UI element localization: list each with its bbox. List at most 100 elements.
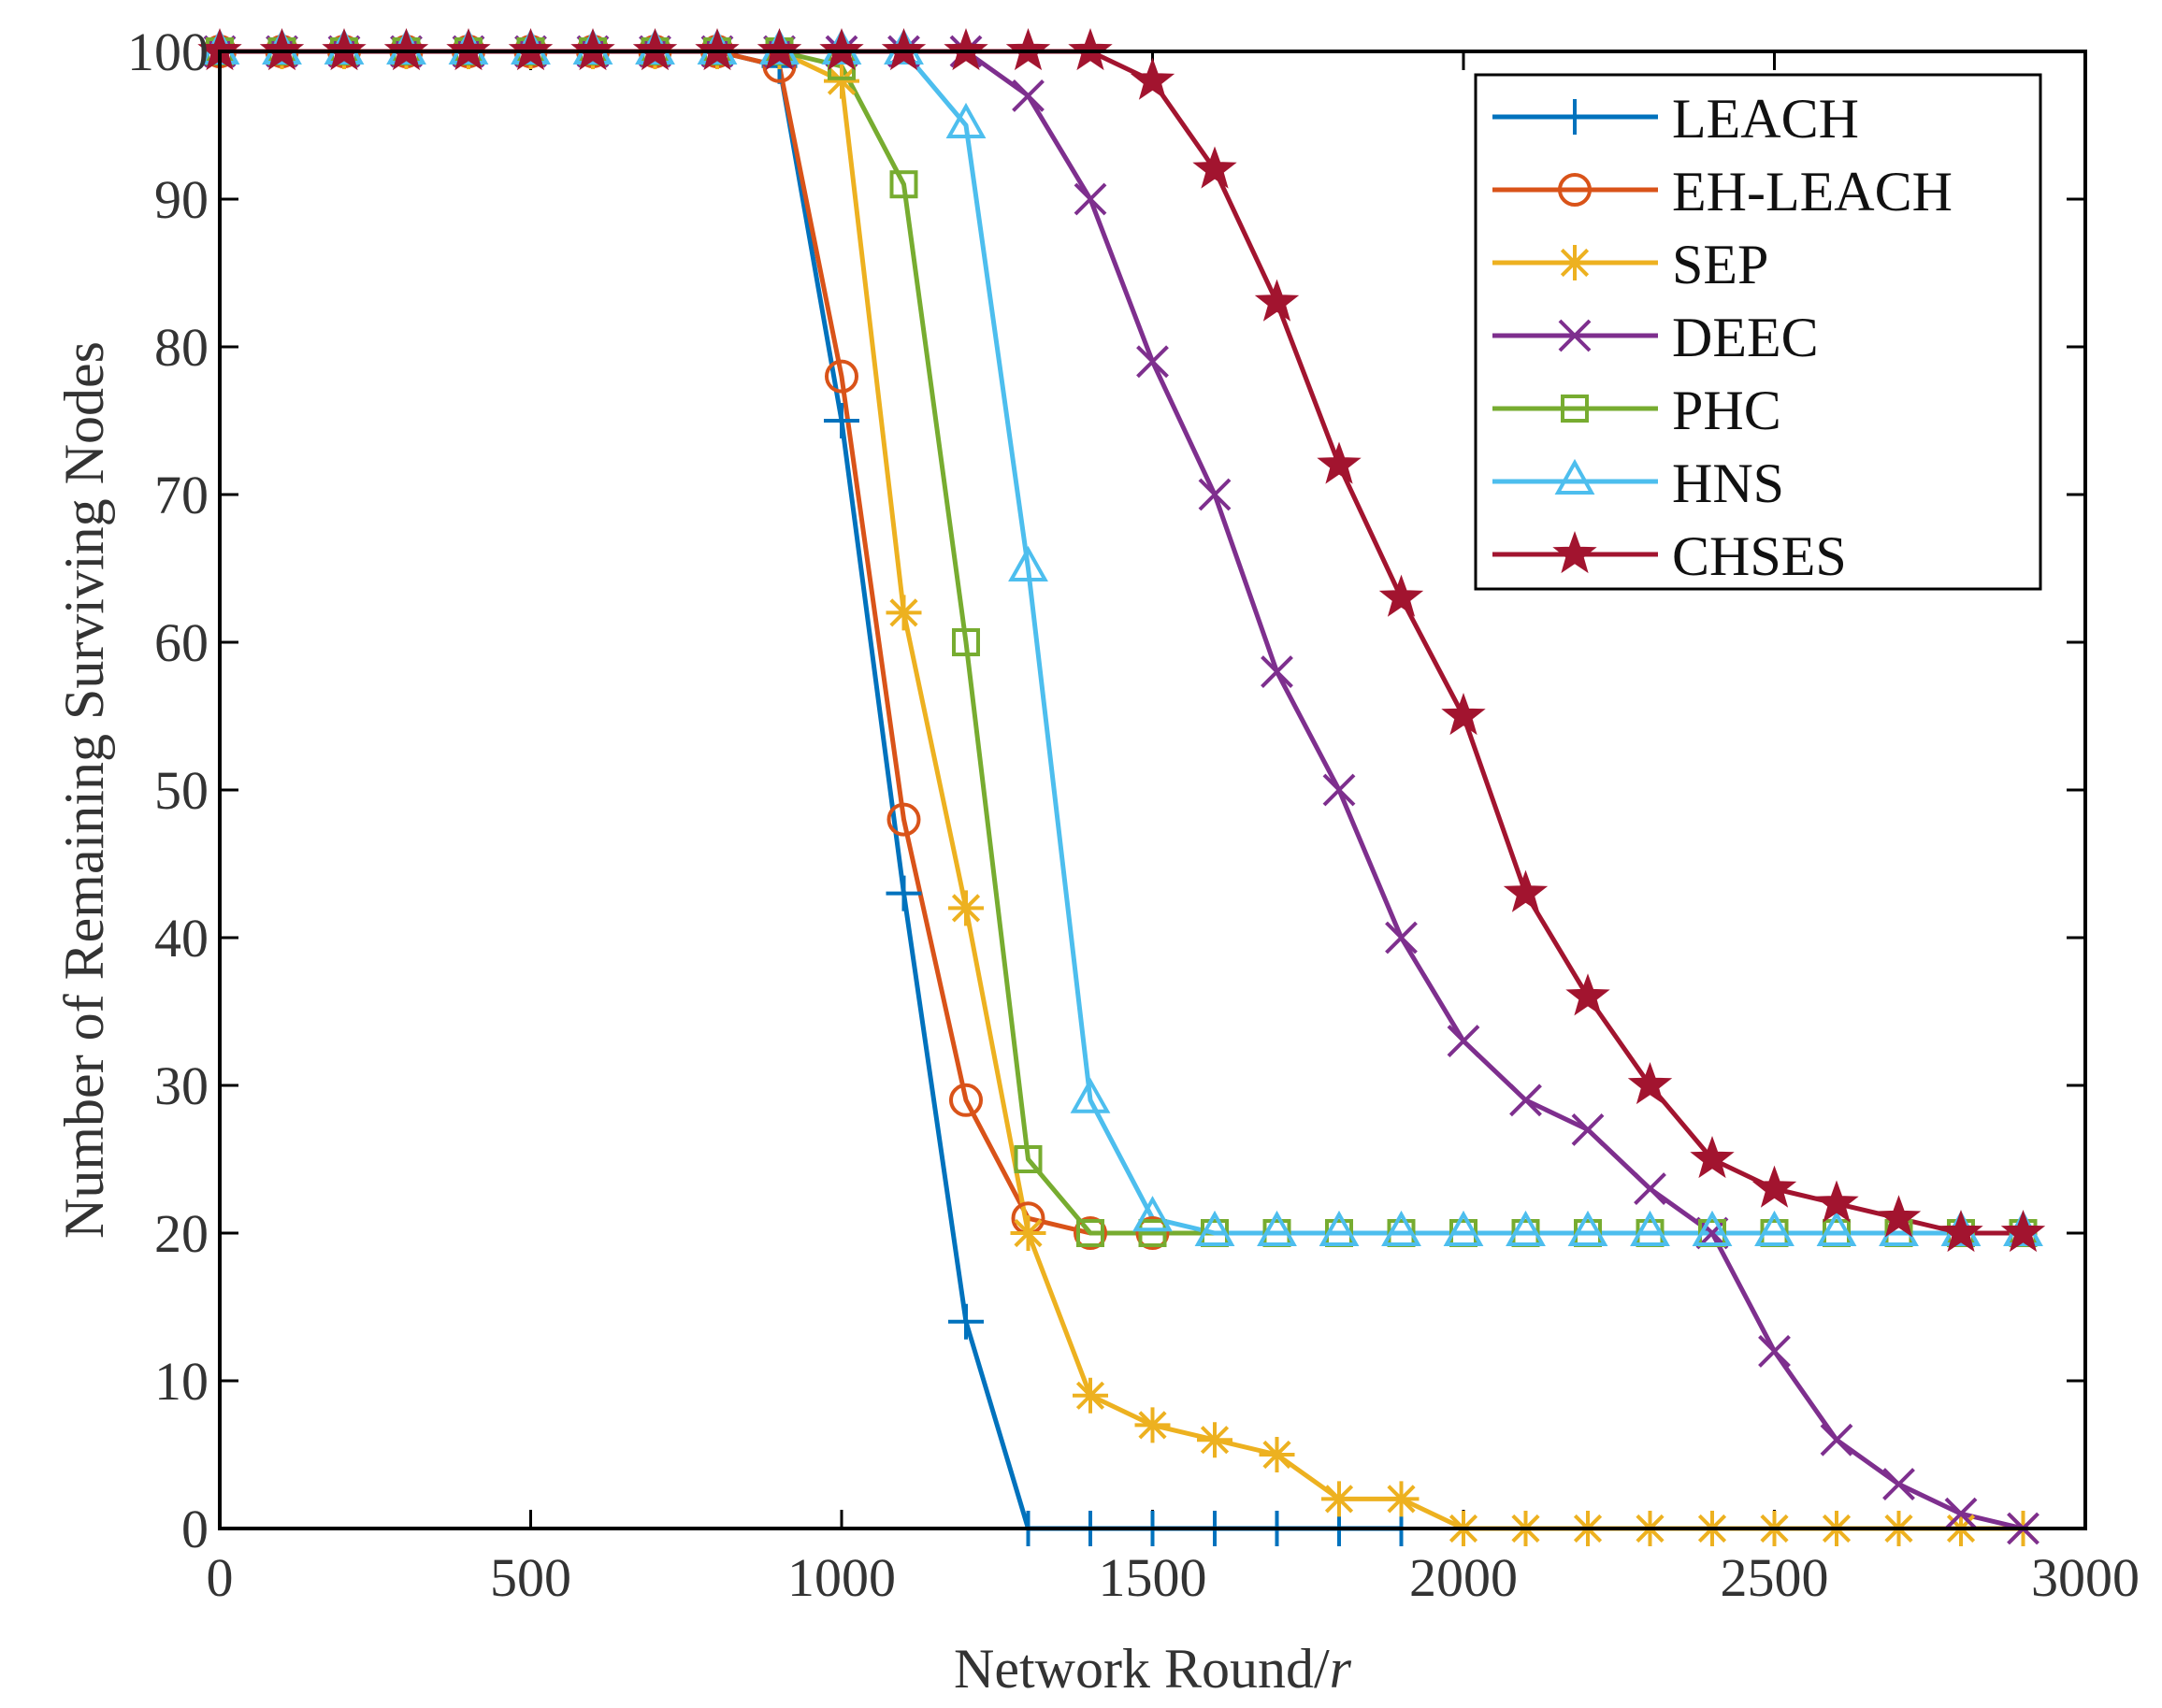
- legend-label-hns: HNS: [1672, 452, 1784, 514]
- data-point-deec: [1571, 1112, 1605, 1146]
- data-point-phc: [1138, 1219, 1167, 1247]
- data-point-sep: [824, 63, 859, 99]
- data-point-chses: [259, 28, 305, 71]
- data-point-deec: [1261, 655, 1293, 689]
- y-tick-label: 50: [154, 760, 209, 821]
- data-point-hns: [1132, 1196, 1173, 1232]
- data-point-hns: [1567, 1210, 1608, 1246]
- data-point-leach: [824, 403, 859, 438]
- data-point-deec: [1509, 1084, 1542, 1117]
- data-point-chses: [695, 28, 740, 71]
- data-point-hns: [945, 102, 987, 138]
- data-point-chses: [944, 28, 988, 71]
- data-point-hns: [1692, 1210, 1733, 1246]
- data-point-chses: [322, 28, 367, 71]
- data-point-chses: [446, 28, 491, 71]
- data-point-phc: [1076, 1219, 1104, 1247]
- data-point-chses: [1627, 1062, 1673, 1105]
- data-point-chses: [1751, 1165, 1797, 1208]
- data-point-hns: [1319, 1210, 1360, 1246]
- data-point-chses: [757, 28, 802, 71]
- data-point-deec: [1136, 345, 1169, 379]
- data-point-deec: [1322, 773, 1356, 807]
- data-point-eh-leach: [825, 359, 858, 394]
- data-point-deec: [1198, 478, 1232, 511]
- x-tick-label: 2500: [1721, 1547, 1829, 1608]
- x-tick-label: 0: [207, 1547, 234, 1608]
- data-point-chses: [632, 28, 678, 71]
- data-point-hns: [1816, 1210, 1857, 1246]
- data-point-hns: [1506, 1210, 1546, 1246]
- data-point-deec: [1758, 1334, 1791, 1368]
- data-point-chses: [881, 28, 927, 71]
- data-point-chses: [1378, 574, 1424, 617]
- data-point-chses: [1939, 1210, 1983, 1253]
- data-point-deec: [1634, 1172, 1666, 1206]
- data-point-sep: [1383, 1481, 1420, 1517]
- legend-marker-leach: [1557, 99, 1593, 135]
- data-point-deec: [1012, 79, 1045, 112]
- legend-label-leach: LEACH: [1672, 88, 1859, 150]
- y-tick-label: 90: [154, 169, 209, 230]
- data-point-chses: [1130, 57, 1175, 100]
- data-point-leach: [886, 875, 922, 911]
- legend-marker-sep: [1557, 245, 1593, 280]
- data-point-eh-leach: [1074, 1216, 1107, 1250]
- data-point-deec: [1944, 1497, 1978, 1530]
- legend-marker-eh-leach: [1558, 173, 1592, 207]
- data-point-deec: [1882, 1468, 1915, 1501]
- legend: LEACH EH-LEACH SEP DEEC PHC HNS CHSES: [1474, 73, 2042, 591]
- data-point-sep: [1321, 1481, 1357, 1517]
- y-tick-label: 20: [154, 1203, 209, 1264]
- legend-label-chses: CHSES: [1672, 525, 1847, 587]
- legend-marker-phc: [1561, 395, 1589, 423]
- legend-marker-deec: [1558, 319, 1592, 352]
- legend-marker-chses: [1552, 531, 1597, 574]
- data-point-chses: [508, 28, 554, 71]
- data-point-deec: [1385, 921, 1418, 954]
- data-point-chses: [2000, 1210, 2046, 1253]
- y-tick-label: 70: [154, 465, 209, 525]
- data-point-chses: [1814, 1180, 1859, 1223]
- y-tick-label: 10: [154, 1351, 209, 1412]
- data-point-hns: [1070, 1077, 1111, 1113]
- data-point-chses: [570, 28, 615, 71]
- data-point-hns: [1194, 1210, 1235, 1246]
- data-point-chses: [1441, 693, 1486, 736]
- tick-labels: 0 500 1000 1500 2000 2500 3000 0 10 20 30 40 50 60 70 8…: [127, 22, 2140, 1608]
- data-point-leach: [948, 1303, 984, 1340]
- data-point-chses: [1690, 1136, 1735, 1179]
- data-point-sep: [1259, 1437, 1295, 1472]
- data-point-phc: [952, 628, 980, 656]
- data-point-hns: [1257, 1210, 1297, 1246]
- y-axis-title: Number of Remaining Surviving Nodes: [53, 341, 115, 1239]
- data-point-eh-leach: [1135, 1216, 1170, 1250]
- data-point-phc: [889, 170, 918, 199]
- x-axis-title: Network Round/r: [954, 1638, 1352, 1700]
- data-point-eh-leach: [949, 1083, 983, 1117]
- data-point-chses: [1503, 869, 1549, 912]
- legend-label-deec: DEEC: [1672, 307, 1819, 368]
- x-tick-label: 1000: [787, 1547, 896, 1608]
- data-point-hns: [1443, 1210, 1484, 1246]
- data-point-sep: [1010, 1215, 1046, 1251]
- y-tick-label: 30: [154, 1055, 209, 1116]
- data-point-sep: [948, 890, 984, 926]
- data-point-sep: [886, 595, 922, 631]
- data-point-sep: [1197, 1422, 1232, 1458]
- x-tick-label: 3000: [2031, 1547, 2140, 1608]
- data-point-chses: [1317, 441, 1362, 484]
- data-point-chses: [1254, 279, 1300, 322]
- data-point-chses: [1565, 973, 1610, 1016]
- legend-marker-hns: [1554, 458, 1595, 495]
- data-point-sep: [1134, 1407, 1171, 1443]
- data-point-sep: [1073, 1377, 1108, 1414]
- legend-label-sep: SEP: [1672, 234, 1768, 295]
- y-tick-label: 80: [154, 317, 209, 378]
- data-point-deec: [1074, 182, 1107, 216]
- data-point-deec: [1820, 1423, 1853, 1457]
- legend-label-phc: PHC: [1672, 380, 1781, 441]
- data-point-hns: [1381, 1210, 1421, 1246]
- x-tick-label: 500: [490, 1547, 571, 1608]
